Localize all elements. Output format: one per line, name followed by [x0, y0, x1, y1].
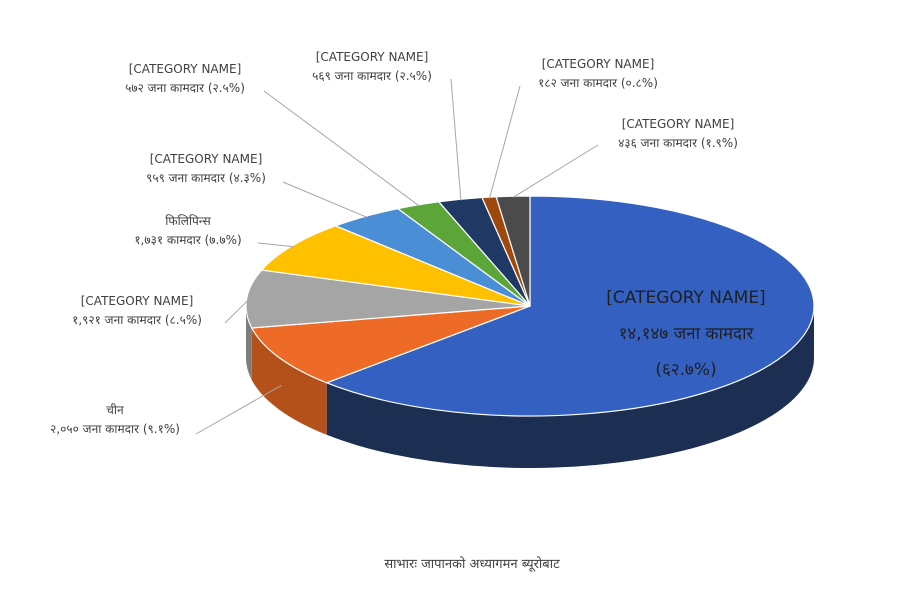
- leader-line-2: [224, 298, 250, 324]
- slice-label-name-8: [CATEGORY NAME]: [622, 117, 735, 131]
- slice-0: [326, 195, 815, 417]
- slice-side-0: [326, 306, 814, 468]
- leader-line-3: [257, 242, 295, 248]
- leader-lines: [195, 78, 599, 435]
- slice-labels: [CATEGORY NAME] १४,१४७ जना कामदार (६२.७%) च…: [50, 50, 766, 436]
- slice-label-name-5: [CATEGORY NAME]: [129, 62, 242, 76]
- slice-label-name-7: [CATEGORY NAME]: [542, 57, 655, 71]
- leader-line-4: [282, 181, 368, 218]
- slice-1: [251, 305, 531, 384]
- slice-label-name-3: फिलिपिन्स: [165, 214, 211, 228]
- leader-line-6: [450, 78, 462, 201]
- slice-2: [245, 269, 531, 329]
- slice-label-detail-2: १,९२१ जना कामदार (८.५%): [72, 313, 202, 327]
- pie-slices: [245, 195, 815, 417]
- leader-line-7: [489, 85, 521, 199]
- source-note: साभारः जापानको अध्यागमन ब्यूरोबाट: [384, 556, 560, 572]
- slice-label-detail-6: ५६९ जना कामदार (२.५%): [312, 69, 432, 83]
- pie-sides: [246, 306, 814, 468]
- slice-label-detail-8: ४३६ जना कामदार (१.९%): [618, 136, 738, 150]
- slice-label-name-1: चीन: [106, 403, 124, 417]
- slice-label-detail-3: १,७३१ कामदार (७.७%): [134, 233, 241, 247]
- slice-side-2: [246, 306, 252, 380]
- slice-label-detail-7: १८२ जना कामदार (०.८%): [538, 76, 658, 90]
- leader-line-5: [263, 90, 420, 207]
- leader-line-1: [195, 384, 282, 435]
- slice-label-name-4: [CATEGORY NAME]: [150, 152, 263, 166]
- leader-line-8: [512, 144, 599, 198]
- slice-label-name-0: [CATEGORY NAME]: [606, 288, 765, 308]
- slice-label-detail-0: १४,१४७ जना कामदार: [619, 324, 755, 344]
- slice-label-detail-4: ९५९ जना कामदार (४.३%): [146, 171, 266, 185]
- slice-label-detail-1: २,०५० जना कामदार (९.१%): [50, 422, 180, 436]
- slice-label-name-2: [CATEGORY NAME]: [81, 294, 194, 308]
- slice-label-detail-5: ५७२ जना कामदार (२.५%): [125, 81, 245, 95]
- slice-label-name-6: [CATEGORY NAME]: [316, 50, 429, 64]
- slice-side-1: [251, 327, 327, 435]
- slice-8: [495, 195, 531, 307]
- slice-label-pct-0: (६२.७%): [655, 360, 716, 380]
